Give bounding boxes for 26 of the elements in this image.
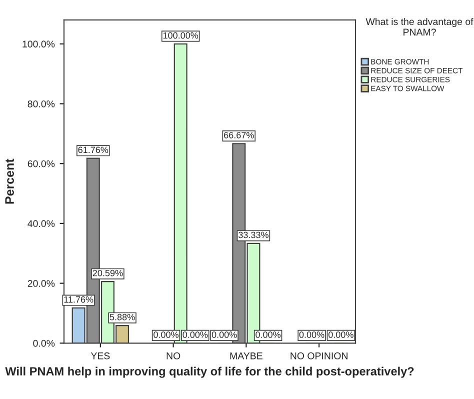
- y-tick-label: 60.0%: [28, 160, 55, 168]
- data-label: 0.00%: [299, 331, 324, 338]
- data-label: 100.00%: [163, 32, 198, 39]
- data-label: 0.00%: [256, 331, 281, 338]
- x-tick-label: YES: [90, 352, 110, 360]
- data-label: 0.00%: [154, 331, 178, 338]
- data-label: 0.00%: [182, 331, 208, 338]
- x-axis-title: Will PNAM help in improving quality of life for the child post-operatively?: [5, 366, 414, 378]
- data-label: 5.88%: [110, 314, 135, 320]
- data-label: 33.33%: [238, 232, 268, 238]
- data-label: 0.00%: [328, 331, 354, 338]
- y-tick-label: 100.0%: [22, 40, 55, 48]
- data-label: 66.67%: [224, 132, 254, 138]
- y-tick-label: 40.0%: [28, 220, 55, 228]
- x-tick-label: NO: [166, 352, 180, 360]
- x-tick-label: MAYBE: [230, 352, 262, 360]
- legend-title: What is the advantage of PNAM?: [366, 18, 474, 36]
- y-axis-title: Percent: [5, 158, 14, 204]
- y-tick-label: 0.0%: [33, 340, 55, 347]
- y-tick-label: 20.0%: [28, 280, 55, 287]
- x-tick-label: NO OPINION: [290, 352, 348, 360]
- data-label: 61.76%: [78, 146, 108, 154]
- y-tick-label: 80.0%: [28, 100, 55, 108]
- data-label: 11.76%: [64, 296, 94, 303]
- data-label: 20.59%: [92, 270, 123, 276]
- data-label: 0.00%: [212, 331, 237, 338]
